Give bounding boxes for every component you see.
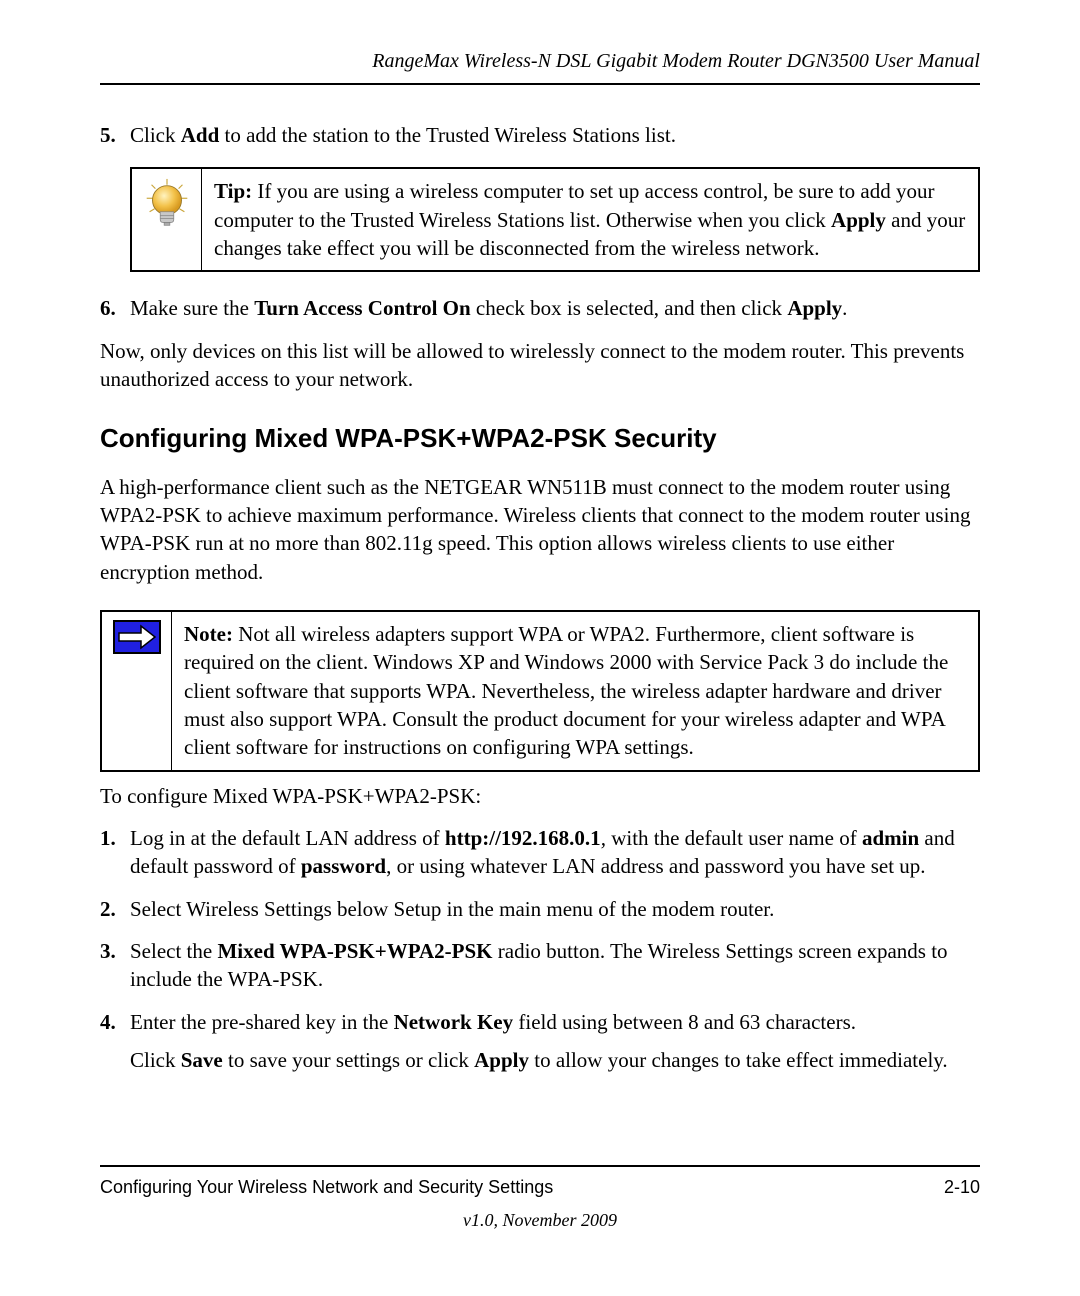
step-number: 1. <box>100 824 130 881</box>
step-b1: 1. Log in at the default LAN address of … <box>100 824 980 881</box>
step-6: 6. Make sure the Turn Access Control On … <box>100 294 980 322</box>
step-text: Make sure the Turn Access Control On che… <box>130 294 980 322</box>
step-b3: 3. Select the Mixed WPA-PSK+WPA2-PSK rad… <box>100 937 980 994</box>
step-text: Log in at the default LAN address of htt… <box>130 824 980 881</box>
page-header: RangeMax Wireless-N DSL Gigabit Modem Ro… <box>100 48 980 85</box>
tip-text: Tip: If you are using a wireless compute… <box>202 169 978 270</box>
step-number: 4. <box>100 1008 130 1075</box>
step-text: Click Add to add the station to the Trus… <box>130 121 980 149</box>
paragraph: To configure Mixed WPA-PSK+WPA2-PSK: <box>100 782 980 810</box>
note-text: Note: Not all wireless adapters support … <box>172 612 978 770</box>
step-subtext: Click Save to save your settings or clic… <box>130 1046 980 1074</box>
step-text: Select Wireless Settings below Setup in … <box>130 895 980 923</box>
page-content: 5. Click Add to add the station to the T… <box>100 121 980 1074</box>
tip-icon-cell <box>132 169 202 270</box>
footer-page-number: 2-10 <box>944 1175 980 1199</box>
step-b2: 2. Select Wireless Settings below Setup … <box>100 895 980 923</box>
footer-version: v1.0, November 2009 <box>100 1208 980 1232</box>
note-icon-cell <box>102 612 172 770</box>
paragraph: Now, only devices on this list will be a… <box>100 337 980 394</box>
arrow-icon <box>113 620 161 654</box>
step-5: 5. Click Add to add the station to the T… <box>100 121 980 149</box>
paragraph: A high-performance client such as the NE… <box>100 473 980 586</box>
manual-title: RangeMax Wireless-N DSL Gigabit Modem Ro… <box>372 50 980 72</box>
footer-chapter: Configuring Your Wireless Network and Se… <box>100 1175 553 1199</box>
lightbulb-icon <box>141 177 193 235</box>
step-number: 5. <box>100 121 130 149</box>
step-text: Select the Mixed WPA-PSK+WPA2-PSK radio … <box>130 937 980 994</box>
footer-line: Configuring Your Wireless Network and Se… <box>100 1167 980 1199</box>
note-callout: Note: Not all wireless adapters support … <box>100 610 980 772</box>
step-number: 6. <box>100 294 130 322</box>
step-b4: 4. Enter the pre-shared key in the Netwo… <box>100 1008 980 1075</box>
step-text: Enter the pre-shared key in the Network … <box>130 1008 980 1075</box>
page-footer: Configuring Your Wireless Network and Se… <box>100 1155 980 1232</box>
step-number: 2. <box>100 895 130 923</box>
section-heading: Configuring Mixed WPA-PSK+WPA2-PSK Secur… <box>100 421 980 456</box>
tip-callout: Tip: If you are using a wireless compute… <box>130 167 980 272</box>
step-number: 3. <box>100 937 130 994</box>
